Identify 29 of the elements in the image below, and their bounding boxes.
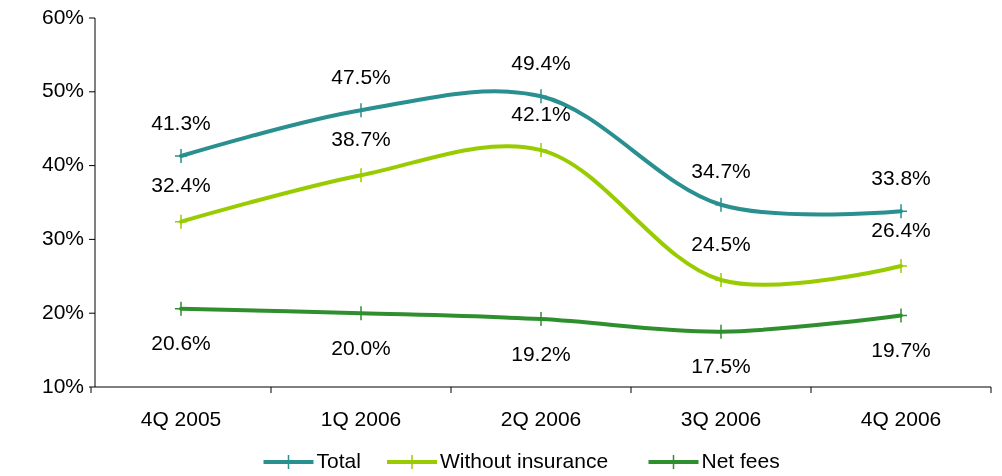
- data-label: 34.7%: [691, 159, 751, 183]
- data-label: 26.4%: [871, 217, 931, 241]
- data-label: 20.6%: [151, 331, 211, 355]
- data-label: 42.1%: [511, 101, 571, 125]
- data-label: 33.8%: [871, 165, 931, 189]
- legend-label: Net fees: [701, 448, 780, 472]
- y-tick-label: 40%: [41, 152, 84, 176]
- y-tick-label: 30%: [41, 225, 84, 249]
- x-tick-label: 2Q 2006: [500, 406, 582, 430]
- data-label: 47.5%: [331, 64, 391, 88]
- data-label: 24.5%: [691, 231, 751, 255]
- data-label: 17.5%: [691, 354, 751, 378]
- data-label: 20.0%: [331, 335, 391, 359]
- legend-label: Without insurance: [440, 448, 609, 472]
- data-label: 49.4%: [511, 50, 571, 74]
- y-tick-label: 50%: [41, 78, 84, 102]
- y-tick-label: 60%: [41, 4, 84, 28]
- data-label: 19.2%: [511, 341, 571, 365]
- y-tick-label: 20%: [41, 299, 84, 323]
- x-tick-label: 3Q 2006: [680, 406, 762, 430]
- x-tick-label: 4Q 2006: [860, 406, 942, 430]
- data-label: 41.3%: [151, 110, 211, 134]
- y-tick-label: 10%: [41, 373, 84, 397]
- legend-label: Total: [316, 448, 361, 472]
- data-label: 32.4%: [151, 173, 211, 197]
- data-label: 19.7%: [871, 337, 931, 361]
- data-label: 38.7%: [331, 126, 391, 150]
- x-tick-label: 1Q 2006: [320, 406, 402, 430]
- x-tick-label: 4Q 2005: [140, 406, 222, 430]
